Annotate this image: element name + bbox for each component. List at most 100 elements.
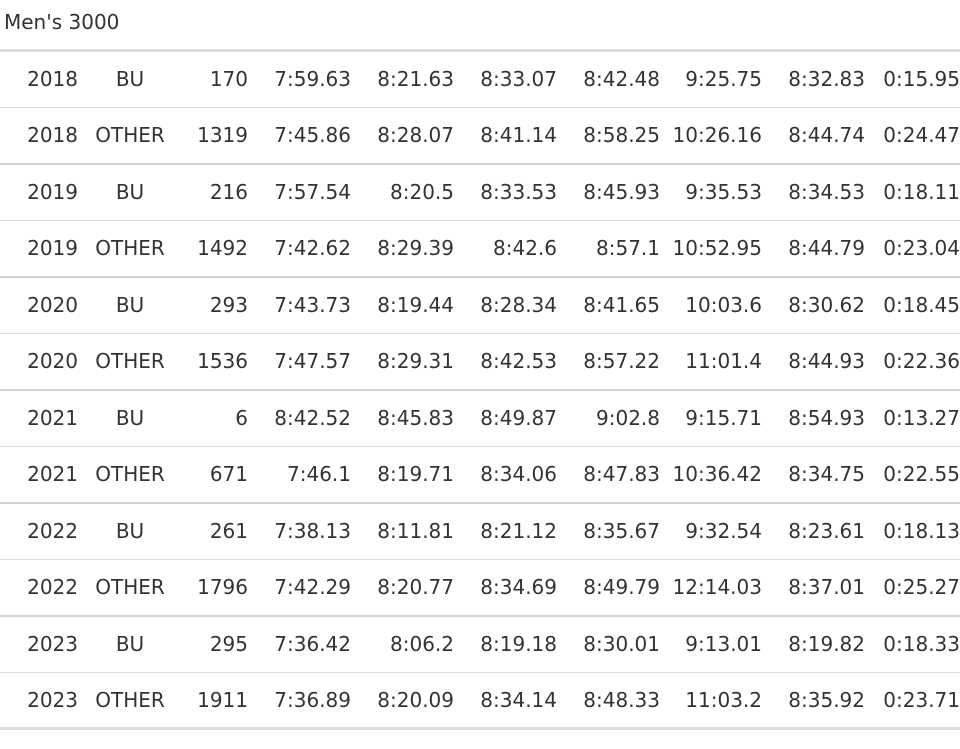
q3-cell: 8:35.67 — [557, 501, 660, 559]
min-cell: 7:45.86 — [248, 106, 351, 164]
table-row: 2018 BU 170 7:59.63 8:21.63 8:33.07 8:42.48 9:2… — [0, 51, 960, 108]
stdev-cell: 0:23.04 — [865, 219, 960, 277]
q1-cell: 8:11.81 — [351, 501, 454, 559]
max-cell: 10:26.16 — [660, 106, 762, 164]
stdev-cell: 0:18.45 — [865, 275, 960, 333]
median-cell: 8:19.18 — [454, 614, 557, 672]
count-cell: 1319 — [178, 106, 248, 164]
min-cell: 7:57.54 — [248, 162, 351, 220]
table-row: 2023 BU 295 7:36.42 8:06.2 8:19.18 8:30.01 9:13… — [0, 614, 960, 672]
count-cell: 6 — [178, 388, 248, 446]
max-cell: 9:32.54 — [660, 501, 762, 559]
table-row: 2021 OTHER 671 7:46.1 8:19.71 8:34.06 8:47.83 1… — [0, 445, 960, 503]
q1-cell: 8:20.09 — [351, 671, 454, 729]
max-cell: 9:35.53 — [660, 162, 762, 220]
table-row: 2023 OTHER 1911 7:36.89 8:20.09 8:34.14 8:48.3… — [0, 671, 960, 729]
year-cell: 2022 — [0, 558, 82, 616]
q3-cell: 8:57.1 — [557, 219, 660, 277]
stdev-cell: 0:13.27 — [865, 388, 960, 446]
q1-cell: 8:28.07 — [351, 106, 454, 164]
min-cell: 7:38.13 — [248, 501, 351, 559]
count-cell: 671 — [178, 445, 248, 503]
median-cell: 8:34.14 — [454, 671, 557, 729]
team-cell: BU — [82, 275, 178, 333]
count-cell: 1911 — [178, 671, 248, 729]
count-cell: 293 — [178, 275, 248, 333]
mean-cell: 8:35.92 — [762, 671, 865, 729]
q3-cell: 8:47.83 — [557, 445, 660, 503]
mean-cell: 8:44.74 — [762, 106, 865, 164]
max-cell: 9:25.75 — [685, 67, 762, 92]
median-cell: 8:49.87 — [454, 388, 557, 446]
stdev-cell: 0:18.13 — [865, 501, 960, 559]
team-cell: BU — [82, 501, 178, 559]
mean-cell: 8:44.93 — [762, 332, 865, 390]
mean-cell: 8:54.93 — [762, 388, 865, 446]
year-cell: 2021 — [0, 445, 82, 503]
median-cell: 8:34.69 — [454, 558, 557, 616]
results-table: 2018 BU 170 7:59.63 8:21.63 8:33.07 8:42.48 9:2… — [0, 49, 960, 730]
team-cell: OTHER — [82, 558, 178, 616]
team-cell: BU — [115, 67, 145, 92]
mean-cell: 8:34.75 — [762, 445, 865, 503]
year-cell: 2023 — [0, 614, 82, 672]
min-cell: 7:36.89 — [248, 671, 351, 729]
max-cell: 11:01.4 — [660, 332, 762, 390]
max-cell: 9:15.71 — [660, 388, 762, 446]
team-cell: OTHER — [82, 445, 178, 503]
team-cell: OTHER — [82, 219, 178, 277]
q1-cell: 8:19.71 — [351, 445, 454, 503]
mean-cell: 8:32.83 — [788, 67, 865, 92]
min-cell: 7:43.73 — [248, 275, 351, 333]
count-cell: 216 — [178, 162, 248, 220]
team-cell: OTHER — [82, 671, 178, 729]
q3-cell: 8:45.93 — [557, 162, 660, 220]
q3-cell: 8:41.65 — [557, 275, 660, 333]
q1-cell: 8:29.31 — [351, 332, 454, 390]
year-cell: 2019 — [0, 162, 82, 220]
max-cell: 10:52.95 — [660, 219, 762, 277]
count-cell: 261 — [178, 501, 248, 559]
q3-cell: 8:48.33 — [557, 671, 660, 729]
min-cell: 7:42.62 — [248, 219, 351, 277]
team-cell: OTHER — [82, 332, 178, 390]
stdev-cell: 0:25.27 — [865, 558, 960, 616]
median-cell: 8:42.6 — [454, 219, 557, 277]
min-cell: 7:42.29 — [248, 558, 351, 616]
year-cell: 2019 — [0, 219, 82, 277]
year-cell: 2020 — [0, 332, 82, 390]
team-cell: BU — [82, 614, 178, 672]
mean-cell: 8:23.61 — [762, 501, 865, 559]
table-row: 2021 BU 6 8:42.52 8:45.83 8:49.87 9:02.8 9:15.7… — [0, 388, 960, 446]
mean-cell: 8:19.82 — [762, 614, 865, 672]
table-caption: Men's 3000 — [4, 10, 120, 34]
max-cell: 10:36.42 — [660, 445, 762, 503]
q1-cell: 8:21.63 — [377, 67, 454, 92]
team-cell: BU — [82, 388, 178, 446]
table-row: 2018 OTHER 1319 7:45.86 8:28.07 8:41.14 8:58.2… — [0, 106, 960, 164]
min-cell: 7:46.1 — [248, 445, 351, 503]
stdev-cell: 0:18.11 — [865, 162, 960, 220]
table-row: 2019 OTHER 1492 7:42.62 8:29.39 8:42.6 8:57.1 1… — [0, 219, 960, 277]
q1-cell: 8:45.83 — [351, 388, 454, 446]
median-cell: 8:28.34 — [454, 275, 557, 333]
mean-cell: 8:44.79 — [762, 219, 865, 277]
q1-cell: 8:19.44 — [351, 275, 454, 333]
year-cell: 2022 — [0, 501, 82, 559]
count-cell: 1796 — [178, 558, 248, 616]
results-table-body: 2018 BU 170 7:59.63 8:21.63 8:33.07 8:42.48 9:2… — [0, 51, 960, 729]
year-cell: 2020 — [0, 275, 82, 333]
mean-cell: 8:34.53 — [762, 162, 865, 220]
q1-cell: 8:20.77 — [351, 558, 454, 616]
table-row: 2022 BU 261 7:38.13 8:11.81 8:21.12 8:35.67 9:3… — [0, 501, 960, 559]
max-cell: 10:03.6 — [660, 275, 762, 333]
count-cell: 170 — [209, 67, 248, 92]
table-row: 2020 OTHER 1536 7:47.57 8:29.31 8:42.53 8:57.2… — [0, 332, 960, 390]
year-cell: 2018 — [27, 67, 78, 92]
min-cell: 7:36.42 — [248, 614, 351, 672]
q1-cell: 8:29.39 — [351, 219, 454, 277]
q1-cell: 8:20.5 — [351, 162, 454, 220]
table-row: 2022 OTHER 1796 7:42.29 8:20.77 8:34.69 8:49.7… — [0, 558, 960, 616]
median-cell: 8:34.06 — [454, 445, 557, 503]
min-cell: 8:42.52 — [248, 388, 351, 446]
